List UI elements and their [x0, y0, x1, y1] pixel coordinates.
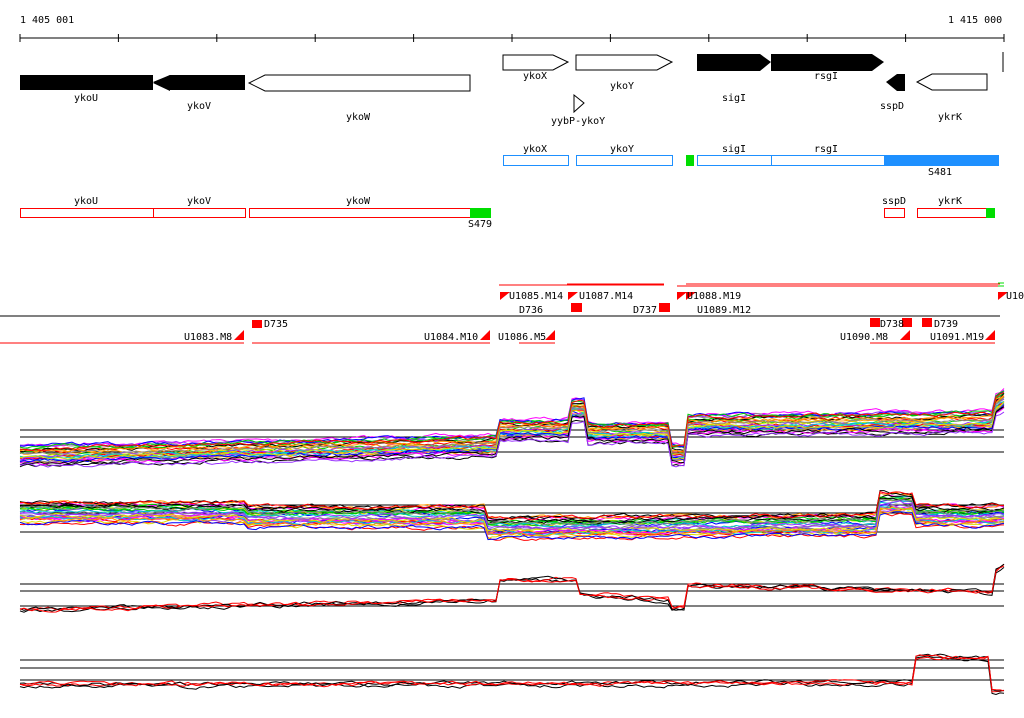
gene-label: ykoU	[74, 93, 98, 104]
gene-sspD[interactable]: sspD	[880, 74, 905, 112]
gene-ykoV[interactable]: ykoV	[153, 75, 245, 112]
operon-gene-label: ykoU	[74, 196, 98, 207]
signal-panel-3	[19, 563, 1005, 613]
operon-gene-label: rsgI	[814, 144, 838, 155]
signal-line	[19, 567, 1005, 613]
segment-label: U1084.M10	[424, 332, 478, 343]
signal-line	[19, 497, 1005, 525]
signal-line	[19, 654, 1005, 692]
gene-label: ykoW	[346, 112, 371, 123]
signal-line	[19, 500, 1005, 531]
gene-ykoY[interactable]: ykoY	[575, 54, 674, 92]
segment-label: U10	[1006, 291, 1024, 302]
gene-ykrK[interactable]: ykrK	[915, 73, 988, 123]
gene-track: ykoU ykoV ykoW ykoX ykoY yybP-ykoY sigI …	[20, 52, 1004, 127]
downshift-label: D738	[880, 319, 904, 330]
reverse-operon-track: ykoU ykoV ykoW S479 sspD ykrK	[20, 196, 995, 230]
gene-rsgI[interactable]: rsgI	[771, 54, 884, 82]
signal-line	[19, 395, 1005, 453]
signal-line	[19, 565, 1005, 613]
signal-line	[19, 490, 1005, 521]
gene-label: ykoV	[187, 101, 211, 112]
gene-yybP-ykoY[interactable]: yybP-ykoY	[551, 93, 605, 127]
operon-gene-label: ykoV	[187, 196, 211, 207]
segment-label: U1091.M19	[930, 332, 984, 343]
operon-gene-label: ykoX	[523, 144, 547, 155]
downshift-label: D735	[264, 319, 288, 330]
segment-label: U1088.M19	[687, 291, 741, 302]
gene-ykoU[interactable]: ykoU	[20, 75, 153, 104]
gene-label: sspD	[880, 101, 904, 112]
ruler-end-label: 1 415 000	[948, 15, 1002, 26]
segment-label: U1087.M14	[579, 291, 633, 302]
operon-gene-label: sigI	[722, 144, 746, 155]
segment-label: U1085.M14	[509, 291, 563, 302]
operon-gene-label: ykrK	[938, 196, 962, 207]
forward-operon-track: ykoX ykoY sigI rsgI S481	[503, 144, 999, 178]
operon-gene-label: ykoY	[610, 144, 634, 155]
signal-line	[19, 411, 1005, 468]
signal-line	[19, 391, 1005, 452]
signal-line	[19, 494, 1005, 523]
signal-line	[19, 401, 1005, 460]
downshift-label: D737	[633, 305, 657, 316]
gene-ykoW[interactable]: ykoW	[247, 74, 471, 123]
signal-line	[19, 406, 1005, 466]
operon-label-S481: S481	[928, 167, 952, 178]
gene-label: sigI	[722, 93, 746, 104]
segmentation-track: U1085.M14 U1087.M14 U1088.M19 U1089.M12 …	[0, 282, 1024, 344]
signal-line	[19, 655, 1005, 696]
signal-line	[19, 653, 1005, 692]
coordinate-ruler: 1 405 001 1 415 000	[19, 15, 1005, 42]
signal-line	[19, 395, 1005, 454]
segment-label: U1090.M8	[840, 332, 888, 343]
expression-signal-tracks	[19, 388, 1005, 696]
signal-line	[19, 655, 1005, 693]
signal-line	[19, 507, 1005, 536]
signal-line	[19, 506, 1005, 534]
gene-label: ykrK	[938, 112, 962, 123]
operon-label-S479: S479	[468, 219, 492, 230]
ruler-start-label: 1 405 001	[20, 15, 74, 26]
signal-panel-1	[19, 388, 1005, 468]
signal-line	[19, 505, 1005, 536]
gene-sigI[interactable]: sigI	[697, 54, 771, 104]
gene-label: ykoX	[523, 71, 547, 82]
signal-line	[19, 511, 1005, 541]
signal-line	[19, 407, 1005, 466]
signal-line	[19, 498, 1005, 526]
signal-panel-2	[19, 490, 1005, 541]
segment-label: U1089.M12	[697, 305, 751, 316]
downshift-label: D739	[934, 319, 958, 330]
gene-label: yybP-ykoY	[551, 116, 605, 127]
signal-panel-4	[19, 653, 1005, 696]
signal-line	[19, 397, 1005, 455]
segment-label: U1086.M5	[498, 332, 546, 343]
gene-ykoX[interactable]: ykoX	[502, 54, 570, 82]
gene-label: rsgI	[814, 71, 838, 82]
downshift-label: D736	[519, 305, 543, 316]
operon-gene-label: sspD	[882, 196, 906, 207]
signal-line	[20, 490, 1005, 521]
signal-line	[19, 506, 1005, 536]
operon-gene-label: ykoW	[346, 196, 371, 207]
gene-label: ykoY	[610, 81, 634, 92]
signal-line	[19, 404, 1005, 463]
signal-line	[19, 507, 1005, 537]
segment-label: U1083.M8	[184, 332, 232, 343]
